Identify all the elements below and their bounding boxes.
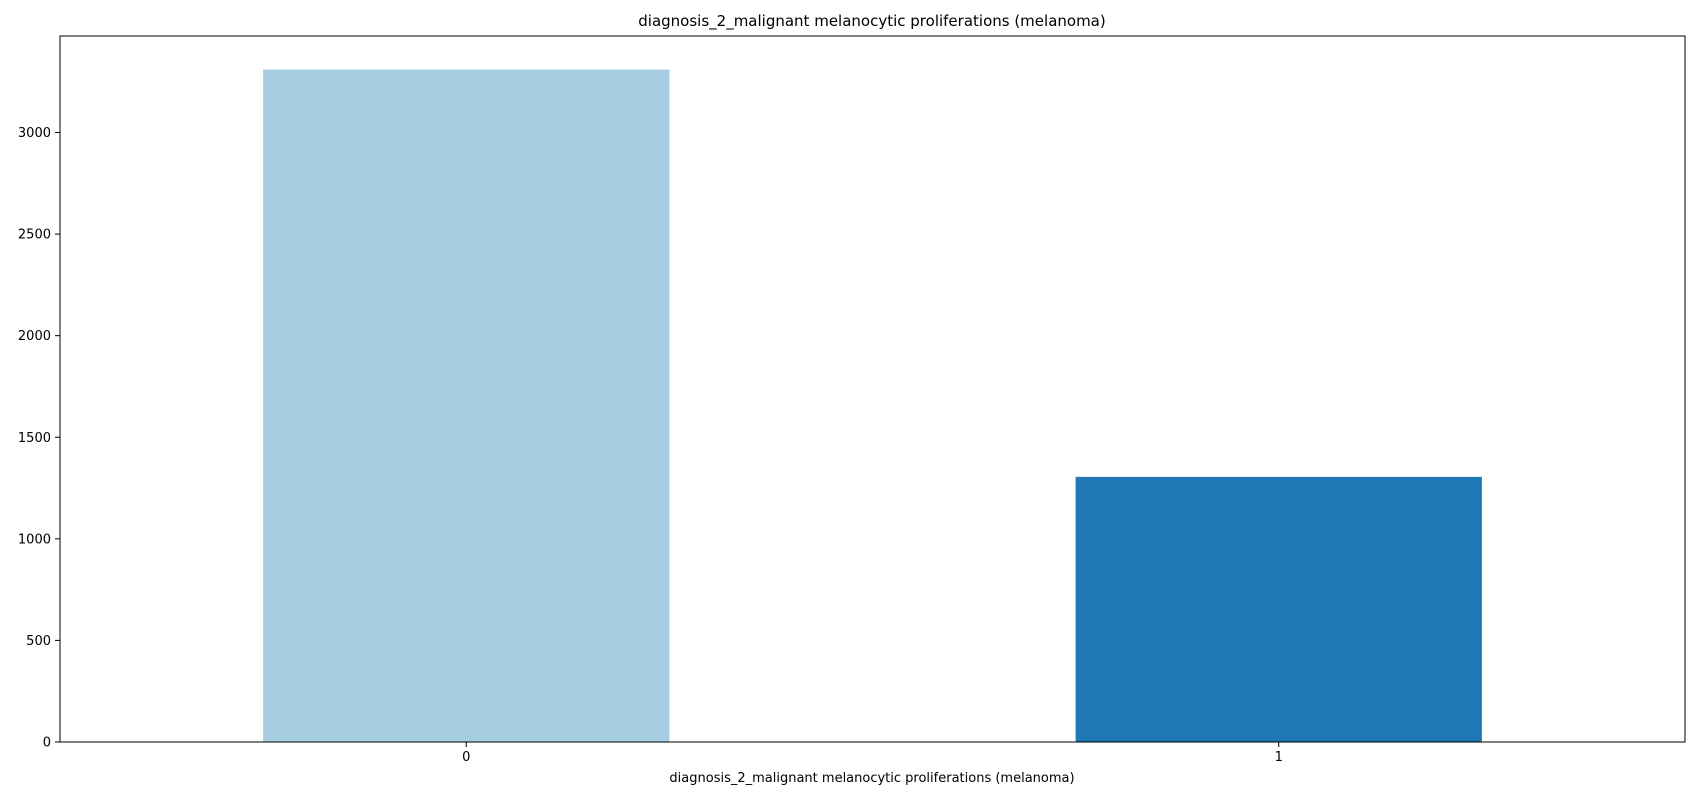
bar-0 [263, 69, 670, 743]
x-tick-label: 1 [1275, 750, 1283, 765]
plot-frame [59, 35, 1686, 743]
y-tick-label: 3000 [18, 126, 51, 141]
x-tick-label: 0 [462, 750, 470, 765]
x-axis-label: diagnosis_2_malignant melanocytic prolif… [669, 771, 1074, 786]
y-tick-label: 500 [26, 634, 51, 649]
y-tick-label: 0 [43, 736, 51, 751]
y-tick-label: 2000 [18, 329, 51, 344]
y-tick-label: 2500 [18, 228, 51, 243]
y-axis-ticks: 0 500 1000 1500 2000 2500 3000 [18, 126, 60, 751]
bar-1 [1075, 476, 1482, 742]
bars [263, 69, 1482, 743]
y-tick-label: 1500 [18, 431, 51, 446]
y-tick-label: 1000 [18, 532, 51, 547]
chart-title: diagnosis_2_malignant melanocytic prolif… [638, 12, 1105, 31]
